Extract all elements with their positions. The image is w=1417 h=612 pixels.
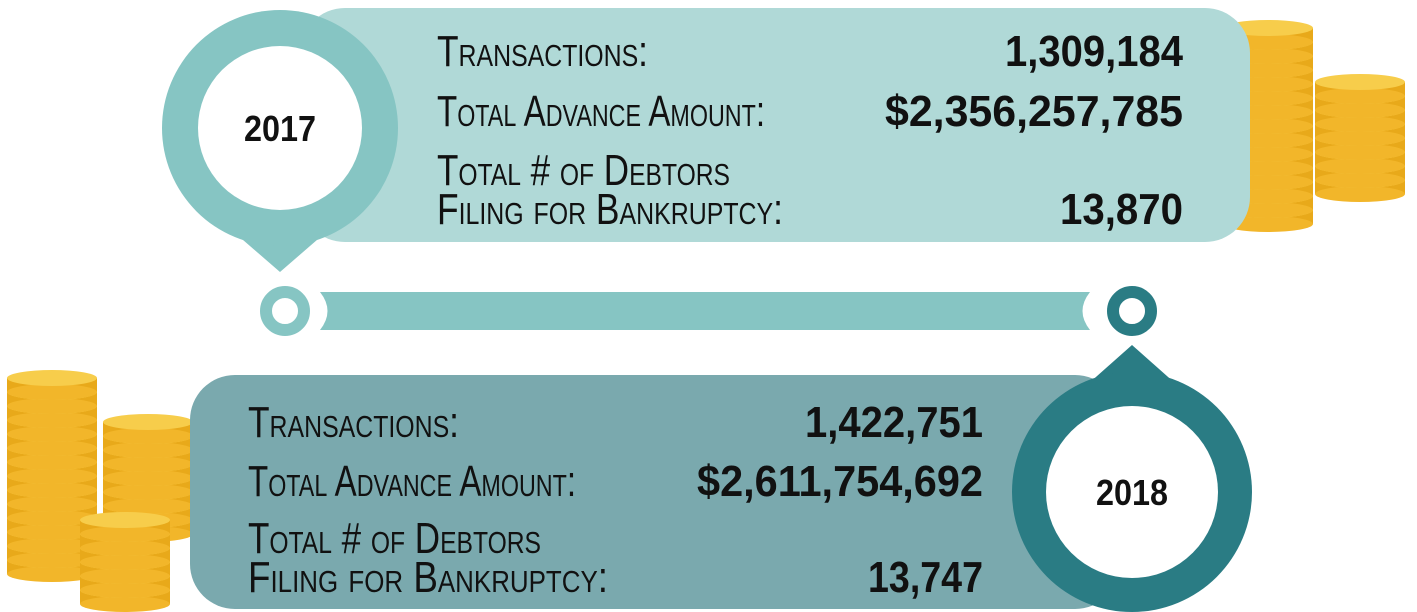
row-label: Transactions:: [437, 27, 648, 76]
row-label: Transactions:: [248, 398, 459, 447]
timeline: [320, 292, 1090, 330]
year: 2017: [244, 108, 316, 149]
row-label: Filing for Bankruptcy:: [248, 553, 608, 602]
row-value: $2,356,257,785: [885, 87, 1183, 136]
coin-stack: [1315, 74, 1405, 202]
infographic: 2017 Transactions: 1,309,184 Total Advan…: [0, 0, 1417, 612]
row-value: $2,611,754,692: [697, 457, 983, 506]
row-value: 1,309,184: [1005, 27, 1183, 76]
row-label: Filing for Bankruptcy:: [437, 185, 783, 234]
row-label: Total Advance Amount:: [437, 87, 765, 136]
timeline-dot: [266, 292, 304, 330]
coin-stack: [80, 512, 170, 612]
row-value: 13,747: [868, 553, 983, 602]
row-value: 1,422,751: [805, 398, 983, 447]
row-label: Total Advance Amount:: [248, 457, 576, 506]
row-value: 13,870: [1060, 185, 1183, 234]
timeline-dot: [1113, 292, 1151, 330]
year: 2018: [1096, 472, 1168, 513]
